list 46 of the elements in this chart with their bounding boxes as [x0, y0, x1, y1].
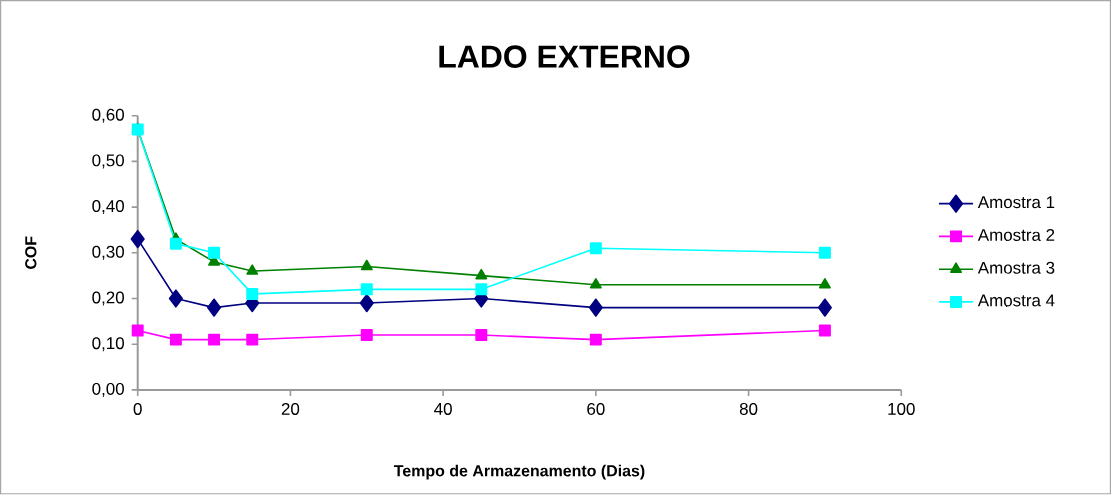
- point: [206, 298, 222, 318]
- point: [360, 329, 373, 342]
- y-tick-label: 0,00: [92, 383, 124, 398]
- point: [589, 278, 602, 289]
- point: [589, 333, 602, 346]
- x-tick-label: 20: [281, 403, 300, 416]
- legend-label: Amostra 3: [977, 262, 1055, 274]
- point: [131, 324, 144, 337]
- x-tick-label: 60: [587, 403, 605, 416]
- y-tick-label: 0,10: [92, 337, 124, 352]
- point: [475, 329, 488, 342]
- point: [208, 333, 221, 346]
- x-tick-label: 40: [434, 403, 452, 416]
- point: [818, 247, 831, 259]
- chart-title: LADO EXTERNO: [439, 45, 690, 69]
- point: [360, 283, 373, 296]
- point: [168, 289, 183, 308]
- point: [246, 288, 259, 301]
- y-tick-label: 0,20: [92, 291, 124, 306]
- point: [246, 333, 259, 346]
- y-tick-label: 0,60: [92, 108, 124, 123]
- point: [589, 242, 602, 255]
- point: [246, 264, 259, 276]
- legend-label: Amostra 4: [977, 294, 1055, 307]
- point: [169, 237, 182, 250]
- y-axis-title: COF: [25, 236, 37, 270]
- point: [817, 298, 832, 318]
- point: [130, 230, 145, 249]
- y-tick-label: 0,40: [92, 200, 124, 215]
- y-tick-label: 0,50: [92, 154, 124, 169]
- point: [475, 269, 488, 280]
- point: [169, 333, 182, 346]
- point: [208, 247, 221, 259]
- point: [818, 278, 831, 289]
- point: [360, 259, 373, 271]
- x-tick-label: 80: [739, 403, 758, 416]
- point: [588, 298, 603, 318]
- x-tick-label: 0: [133, 403, 142, 416]
- point: [359, 294, 374, 313]
- point: [475, 283, 488, 296]
- x-tick-label: 100: [888, 403, 915, 416]
- legend-label: Amostra 2: [977, 229, 1055, 242]
- y-tick-label: 0,30: [92, 246, 124, 260]
- point: [818, 324, 831, 337]
- legend-label: Amostra 1: [977, 196, 1055, 209]
- x-axis-title: Tempo de Armazenamento (Dias): [393, 464, 645, 480]
